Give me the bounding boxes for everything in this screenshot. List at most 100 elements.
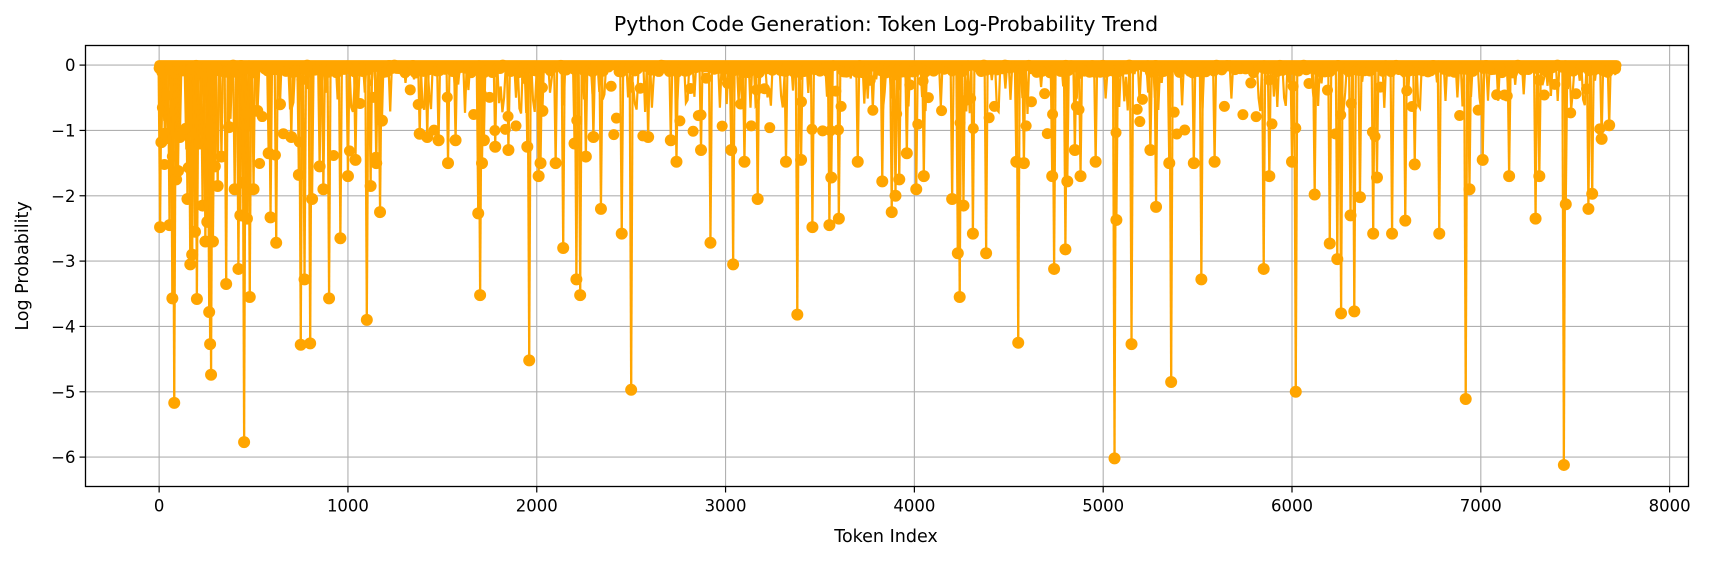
data-point (1335, 307, 1348, 320)
data-point (277, 128, 289, 140)
drop-line (1149, 65, 1153, 151)
data-point (1166, 61, 1178, 73)
data-point (523, 354, 536, 367)
data-point (830, 85, 842, 97)
data-point (1408, 158, 1421, 171)
data-point (343, 145, 355, 157)
data-point (477, 134, 490, 147)
drop-line (375, 65, 379, 164)
data-point (1110, 213, 1123, 226)
x-tick-label: 1000 (327, 497, 369, 516)
data-point (1374, 81, 1386, 93)
drop-line (743, 65, 748, 162)
data-point (704, 236, 717, 249)
data-point (190, 292, 203, 305)
drop-line (327, 65, 332, 299)
drop-line (1328, 65, 1333, 244)
data-point (203, 125, 215, 137)
y-tick-label: −1 (51, 121, 75, 140)
x-tick-label: 6000 (1271, 497, 1313, 516)
x-tick-label: 3000 (705, 497, 747, 516)
grid (85, 45, 1689, 487)
drop-line (1213, 65, 1218, 162)
data-point (1335, 109, 1347, 121)
data-point (168, 396, 181, 409)
data-point (502, 110, 514, 122)
data-point (256, 111, 268, 123)
data-point (1582, 202, 1595, 215)
data-point (885, 206, 898, 219)
data-point (835, 100, 847, 112)
drop-line (1115, 65, 1120, 220)
drop-line (1438, 65, 1442, 234)
data-point (1074, 170, 1087, 183)
data-point (953, 291, 966, 304)
drop-line (732, 65, 736, 265)
drop-line (1372, 65, 1376, 234)
data-point (304, 337, 317, 350)
data-point (243, 291, 256, 304)
data-point (367, 91, 379, 103)
data-point (1533, 170, 1546, 183)
data-point (1581, 83, 1593, 95)
data-point (779, 155, 792, 168)
drop-line (248, 65, 253, 298)
data-point (1046, 170, 1059, 183)
data-point (891, 108, 903, 120)
drop-line (890, 65, 895, 213)
data-point (832, 124, 844, 136)
drop-line (354, 65, 359, 160)
drop-line (216, 65, 221, 186)
data-point (738, 155, 751, 168)
data-point (294, 338, 307, 351)
data-point (158, 158, 170, 170)
data-point (1020, 120, 1032, 132)
data-point (1039, 88, 1051, 100)
data-point (1041, 128, 1053, 140)
data-point (1025, 96, 1037, 108)
drop-line (1349, 65, 1354, 216)
data-point (375, 114, 388, 127)
data-point (1125, 338, 1138, 351)
data-point (1501, 90, 1513, 102)
data-point (489, 140, 502, 153)
data-point (365, 61, 377, 73)
data-point (166, 150, 178, 162)
drop-line (620, 65, 625, 234)
drop-line (1192, 65, 1197, 164)
drop-line (958, 65, 963, 298)
data-point (966, 227, 979, 240)
data-point (980, 247, 993, 260)
data-point (1565, 107, 1577, 119)
data-point (1059, 243, 1072, 256)
data-point (273, 98, 286, 111)
data-point (360, 313, 373, 326)
data-point (827, 60, 839, 72)
data-point (557, 242, 570, 255)
data-point (220, 277, 233, 290)
data-point (951, 247, 964, 260)
data-point (474, 289, 487, 302)
data-point (1503, 170, 1516, 183)
data-point (1263, 74, 1275, 86)
data-point (832, 212, 845, 225)
data-point (1187, 157, 1200, 170)
data-point (254, 158, 266, 170)
data-point (823, 219, 836, 232)
drop-line (599, 65, 604, 209)
x-tick-label: 5000 (1082, 497, 1124, 516)
data-point (900, 147, 913, 160)
data-point (1108, 452, 1121, 465)
data-point (1348, 305, 1361, 318)
drop-line (1313, 65, 1318, 195)
data-point (497, 59, 509, 71)
y-tick-label: −4 (51, 317, 75, 336)
data-point (1476, 153, 1489, 166)
drop-line (269, 65, 274, 218)
drop-line (799, 65, 804, 160)
data-point (1237, 109, 1249, 121)
data-point (1110, 127, 1122, 139)
data-point (182, 162, 194, 174)
drop-line (962, 65, 967, 206)
